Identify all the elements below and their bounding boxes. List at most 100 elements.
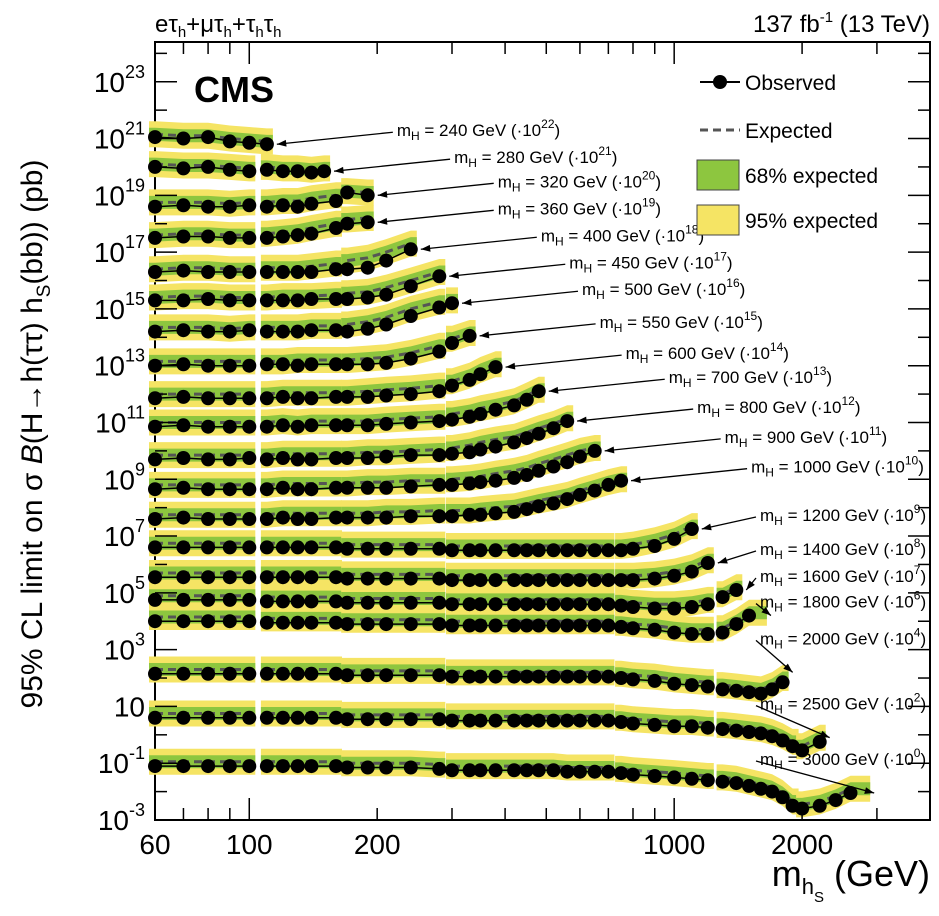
observed-point-s18-3-1 [462, 713, 477, 728]
expected-line-s18-g4 [620, 716, 708, 725]
observed-point-s18-1-2 [290, 710, 305, 725]
observed-point-s19-2-3 [403, 760, 418, 775]
observed-point-s7-0-2 [201, 358, 216, 373]
observed-point-s15-5-1 [729, 583, 744, 597]
mass-arrow-18 [755, 705, 830, 739]
observed-point-s11-3-5 [519, 468, 534, 482]
observed-point-s7-1-1 [275, 357, 290, 372]
observed-point-s13-3-9 [572, 543, 587, 558]
observed-point-s13-3-5 [519, 543, 534, 558]
observed-point-s18-5-1 [729, 723, 744, 738]
observed-point-s14-3-10 [587, 573, 602, 588]
observed-point-s19-5-4 [765, 784, 780, 799]
mass-label-17: mH = 2000 GeV (·104) [760, 625, 926, 651]
observed-point-s19-1-4 [329, 759, 343, 774]
observed-point-s17-4-1 [626, 672, 640, 687]
mass-label-14: mH = 1400 GeV (·108) [760, 536, 926, 562]
observed-point-s11-1-0 [259, 482, 274, 497]
observed-point-s15-1-2 [290, 594, 305, 609]
observed-point-s19-1-3 [304, 759, 319, 774]
observed-point-s5-0-0 [148, 293, 162, 308]
observed-point-s3-0-2 [201, 229, 216, 244]
observed-point-s8-3-1 [462, 372, 477, 387]
observed-point-s15-3-2 [473, 597, 488, 612]
observed-point-s11-3-8 [560, 455, 575, 470]
mass-label-1: mH = 280 GeV (·1021) [454, 144, 617, 170]
legend: Observed Expected 68% expected 95% expec… [696, 72, 878, 236]
observed-point-s14-3-4 [507, 573, 522, 588]
observed-point-s19-2-4 [432, 761, 447, 776]
y-tick-label--1: 10-1 [98, 743, 145, 779]
observed-point-s10-0-0 [148, 452, 162, 467]
observed-point-s17-1-3 [304, 666, 319, 681]
observed-point-s14-0-2 [201, 570, 216, 585]
observed-point-s14-0-3 [222, 570, 237, 585]
observed-point-s17-3-1 [462, 669, 477, 684]
observed-point-s15-2-3 [403, 595, 418, 610]
observed-point-s1-1-3 [304, 165, 319, 180]
observed-point-s4-1-3 [304, 265, 319, 279]
legend-68-swatch [696, 159, 740, 191]
observed-point-s17-3-10 [587, 669, 602, 684]
mass-label-9: mH = 700 GeV (·1013) [669, 364, 832, 390]
observed-point-s19-0-1 [176, 759, 191, 774]
observed-point-s17-4-3 [667, 676, 682, 691]
observed-point-s15-1-3 [304, 594, 319, 609]
observed-point-s7-2-4 [432, 344, 447, 359]
legend-observed: Observed [745, 72, 836, 95]
observed-point-s11-2-2 [379, 480, 394, 495]
observed-point-s5-1-4 [329, 292, 343, 306]
observed-point-s9-3-4 [507, 398, 522, 413]
observed-point-s6-2-1 [360, 321, 375, 336]
observed-point-s16-3-11 [601, 618, 616, 633]
observed-point-s13-3-1 [462, 543, 477, 558]
observed-point-s18-2-4 [432, 712, 447, 727]
observed-point-s11-1-3 [304, 482, 319, 497]
mass-arrowhead-11 [604, 446, 615, 454]
observed-point-s3-0-0 [148, 230, 162, 245]
observed-point-s2-0-0 [148, 199, 162, 214]
mass-arrowhead-1 [334, 166, 344, 174]
mass-label-7: mH = 550 GeV (·1015) [600, 309, 763, 335]
y-tick-label-13: 1013 [94, 346, 145, 382]
observed-point-s5-1-1 [275, 293, 290, 308]
observed-point-s16-1-1 [275, 615, 290, 630]
observed-point-s7-2-2 [379, 355, 394, 370]
observed-point-s19-0-0 [148, 759, 162, 774]
x-tick-label-60: 60 [139, 829, 170, 860]
observed-point-s13-2-4 [432, 541, 447, 556]
observed-point-s2-1-3 [304, 196, 319, 211]
observed-point-s11-3-9 [572, 449, 587, 464]
observed-point-s16-3-4 [507, 618, 522, 633]
observed-point-s5-0-2 [201, 292, 216, 306]
observed-point-s15-1-4 [329, 594, 343, 609]
observed-point-s15-3-1 [462, 597, 477, 612]
observed-point-s19-3-8 [560, 764, 575, 779]
observed-point-s9-1-0 [259, 419, 274, 434]
observed-point-s6-1-1 [275, 324, 290, 339]
observed-point-s10-1-0 [259, 452, 274, 467]
observed-point-s17-5-1 [729, 683, 744, 698]
observed-point-s6-1-4 [329, 323, 343, 338]
observed-point-s16-0-3 [222, 614, 237, 629]
observed-point-s1-0-1 [176, 161, 191, 176]
observed-point-s7-2-0 [340, 357, 355, 372]
observed-point-s17-1-2 [290, 666, 305, 681]
observed-point-s15-4-5 [700, 597, 715, 612]
observed-point-s4-1-1 [275, 265, 290, 279]
y-tick-label-7: 107 [104, 516, 145, 552]
observed-point-s14-1-1 [275, 570, 290, 585]
observed-point-s5-2-1 [360, 290, 375, 305]
observed-point-s14-0-0 [148, 570, 162, 585]
observed-point-s19-4-2 [647, 769, 662, 783]
mass-label-10: mH = 800 GeV (·1012) [697, 394, 860, 420]
observed-point-s13-3-11 [601, 543, 616, 558]
y-tick-label-3: 103 [104, 630, 145, 666]
y-tick-label-21: 1021 [94, 119, 145, 155]
observed-point-s5-2-4 [432, 269, 447, 284]
observed-point-s4-0-2 [201, 265, 216, 279]
observed-point-s11-2-1 [360, 480, 375, 495]
observed-point-s16-5-0 [715, 625, 730, 640]
observed-point-s9-3-1 [462, 409, 477, 424]
observed-point-s13-0-4 [242, 540, 257, 555]
